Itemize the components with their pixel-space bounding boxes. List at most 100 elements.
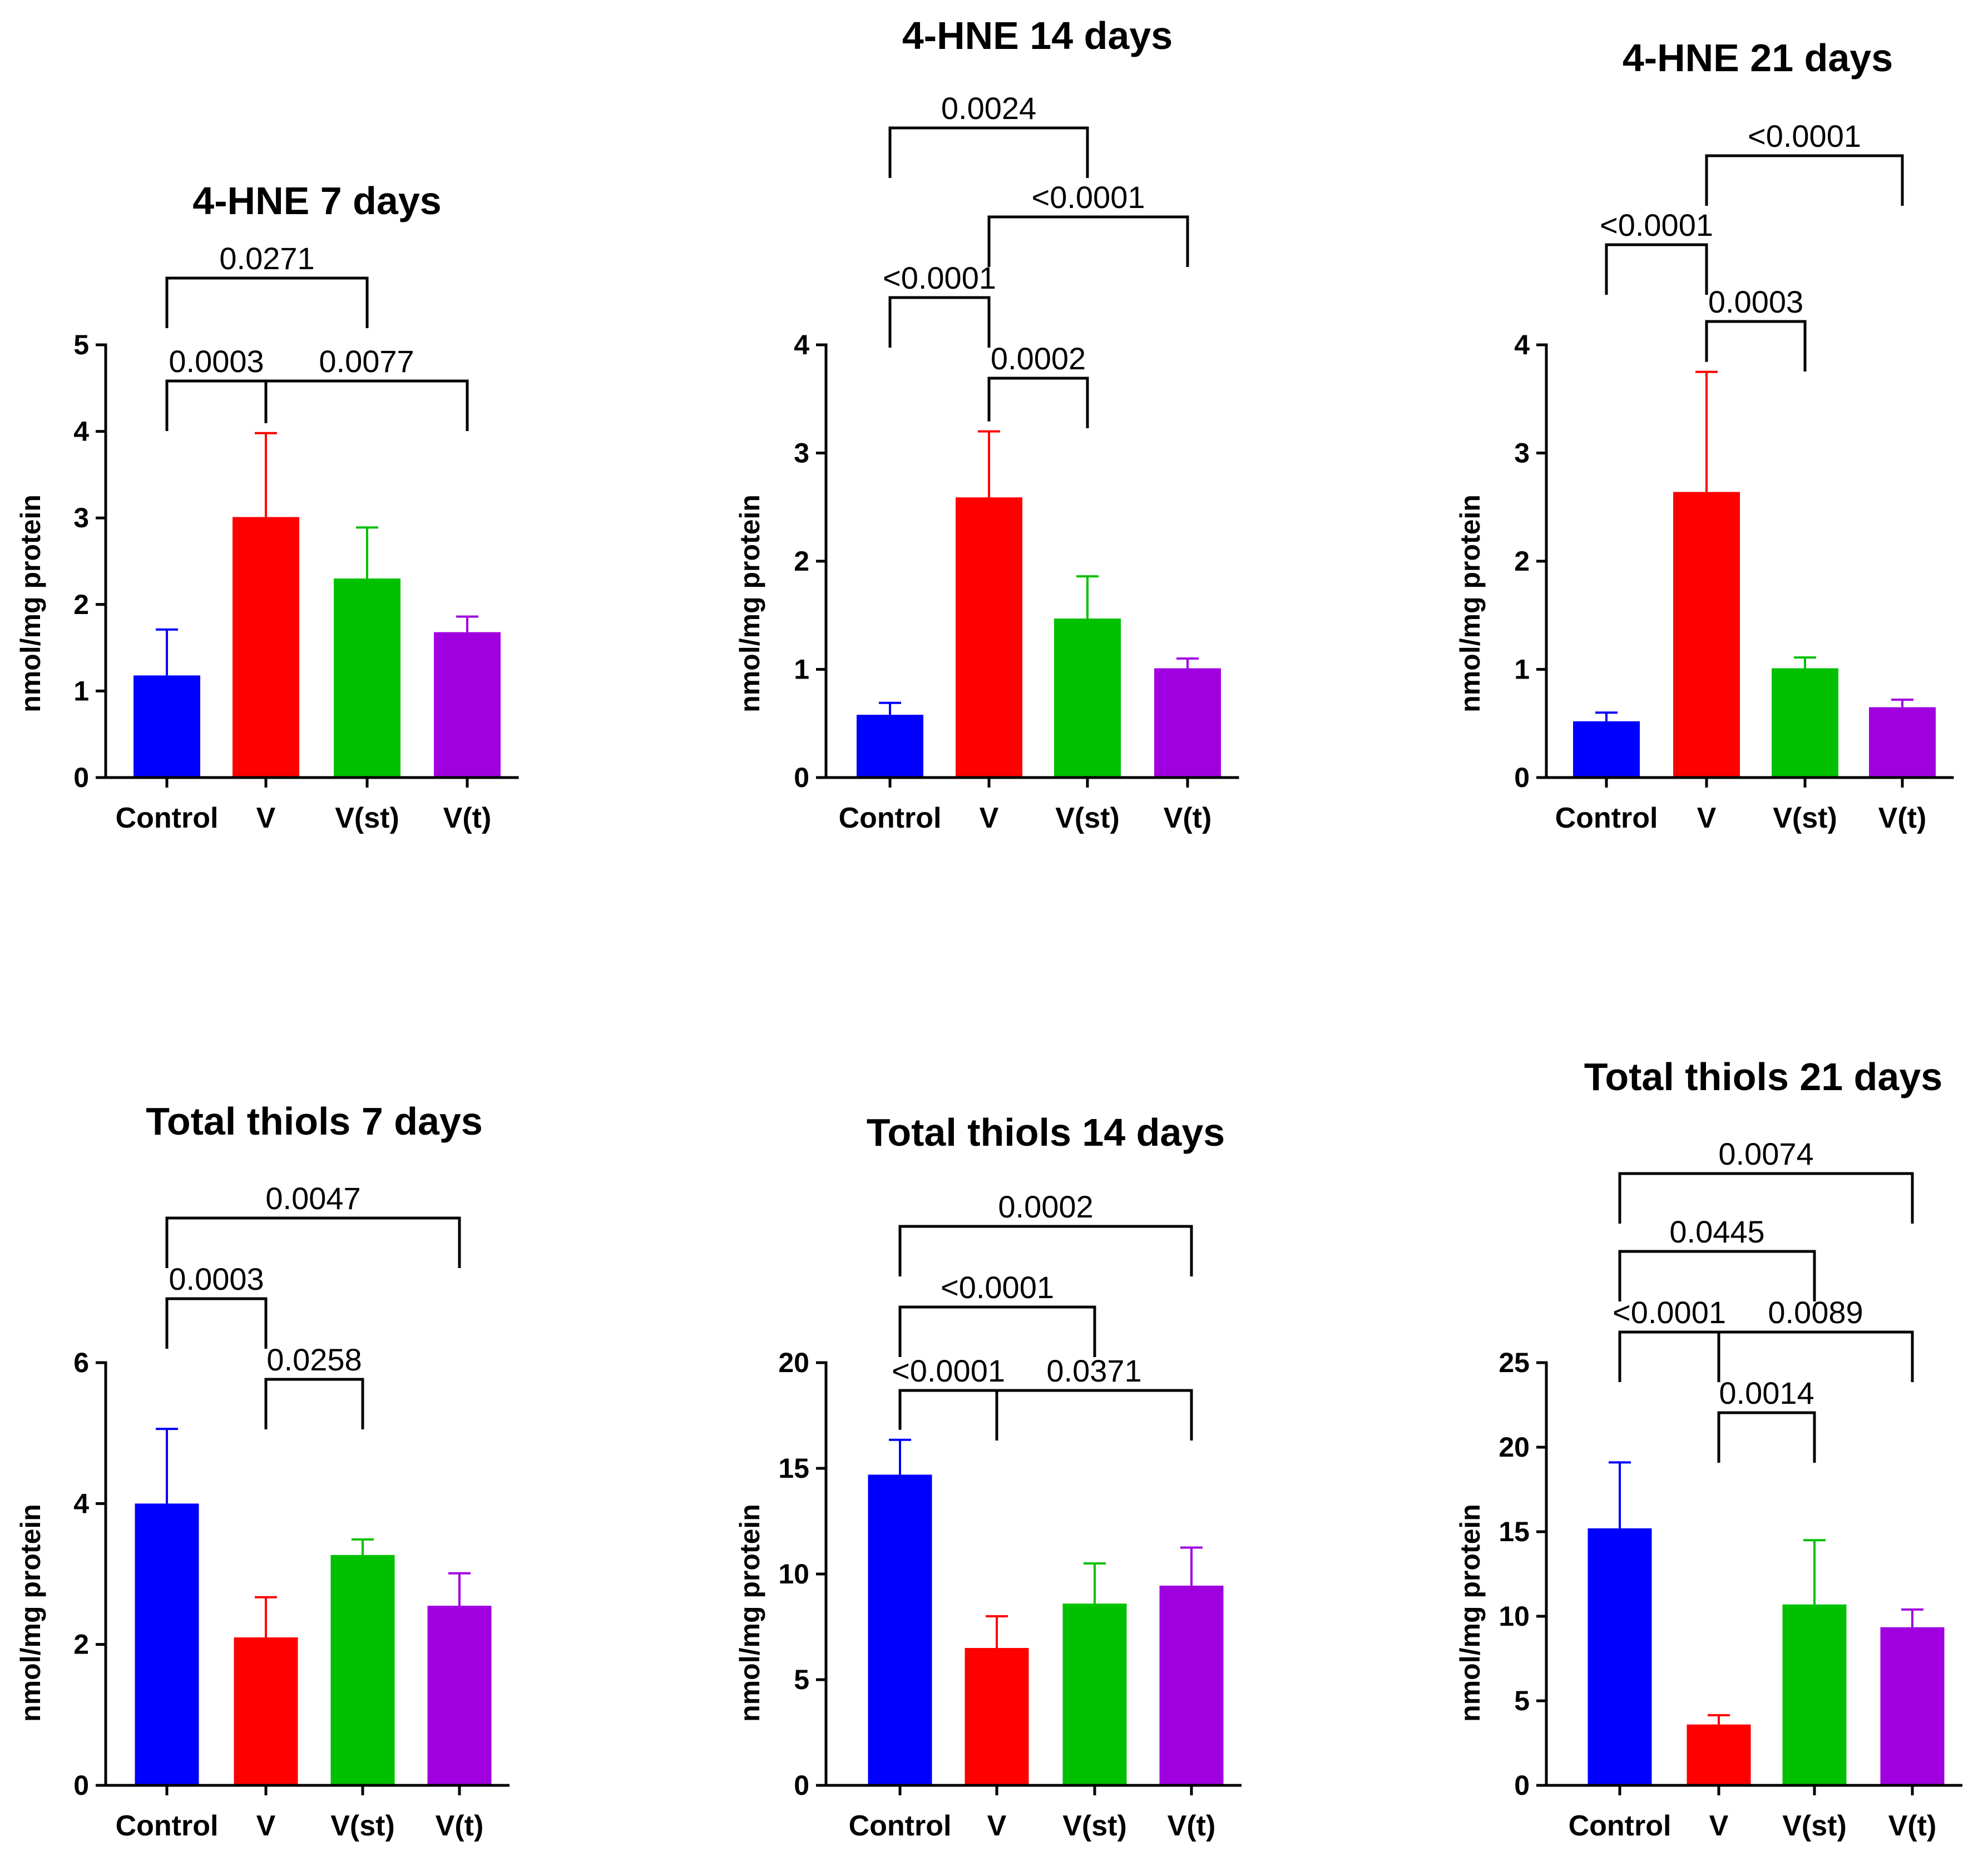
error-bar	[255, 1596, 277, 1637]
chart-panel-4hne-14-days: 4-HNE 14 days nmol/mg protein 0 1 2 3 4 Contr…	[734, 14, 1239, 834]
y-axis-label: nmol/mg protein	[1455, 494, 1486, 712]
chart-ticks: 0 1 2 3 4 Control V V(st) V(t)	[1514, 329, 1926, 834]
significance-bracket: <0.0001	[1600, 207, 1713, 295]
x-tick-label: Control	[116, 1810, 219, 1842]
x-tick-label: V	[980, 802, 999, 834]
bracket-line	[165, 1216, 461, 1268]
p-value-label: 0.0074	[1718, 1136, 1813, 1171]
x-tick-label: V	[987, 1810, 1007, 1842]
chart-title: 4-HNE 14 days	[902, 14, 1173, 57]
y-tick-label: 10	[778, 1558, 809, 1590]
significance-bracket: 0.0002	[898, 1189, 1193, 1276]
significance-bracket: <0.0001	[1613, 1295, 1726, 1382]
y-axis-label: nmol/mg protein	[734, 494, 765, 712]
y-tick-label: 3	[1514, 438, 1530, 469]
p-value-label: <0.0001	[1032, 180, 1145, 215]
error-bar	[1609, 1461, 1631, 1528]
y-tick-label: 4	[1514, 329, 1530, 360]
y-tick-label: 3	[73, 502, 89, 533]
y-tick-label: 4	[73, 416, 89, 447]
p-value-label: 0.0002	[991, 341, 1086, 376]
y-tick-label: 3	[794, 438, 809, 469]
bar-v	[233, 517, 299, 778]
chart-title: Total thiols 7 days	[146, 1100, 483, 1143]
chart-axes	[1545, 1361, 1962, 1787]
y-tick-label: 6	[73, 1347, 89, 1378]
bar-vst	[1054, 618, 1121, 778]
y-tick-label: 15	[1499, 1516, 1530, 1547]
x-tick-label: Control	[116, 802, 219, 834]
error-bar	[1695, 370, 1718, 492]
significance-brackets: 0.0074 0.0445 <0.0001 0.0089 0.0014	[1613, 1136, 1914, 1463]
x-tick-label: V	[1709, 1810, 1729, 1842]
x-tick-label: V(t)	[1168, 1810, 1216, 1842]
chart-ticks: 0 1 2 3 4 5 Control V V(st) V(t)	[73, 329, 491, 834]
bracket-line	[1618, 1330, 1720, 1382]
p-value-label: 0.0445	[1669, 1214, 1764, 1249]
significance-bracket: 0.0258	[264, 1342, 364, 1429]
error-bar	[879, 701, 901, 715]
error-bar	[255, 432, 277, 517]
y-tick-label: 5	[794, 1664, 809, 1695]
bracket-line	[264, 379, 469, 431]
significance-brackets: 0.0024 <0.0001 <0.0001 0.0002	[883, 91, 1189, 428]
significance-bracket: <0.0001	[987, 180, 1189, 267]
significance-bracket: 0.0003	[1705, 284, 1807, 372]
x-tick-label: V(t)	[1164, 802, 1212, 834]
error-bar	[448, 1572, 471, 1606]
x-tick-label: V(st)	[335, 802, 399, 834]
bracket-line	[1705, 154, 1904, 206]
error-bar	[456, 615, 478, 632]
x-tick-label: Control	[849, 1810, 952, 1842]
y-tick-label: 1	[1514, 654, 1530, 685]
y-tick-label: 0	[73, 762, 89, 793]
y-tick-label: 5	[1514, 1685, 1530, 1716]
chart-title: 4-HNE 7 days	[192, 179, 441, 222]
x-tick-label: V(st)	[330, 1810, 395, 1842]
y-tick-label: 1	[794, 654, 809, 685]
p-value-label: 0.0271	[219, 241, 314, 276]
chart-title: Total thiols 21 days	[1584, 1055, 1942, 1098]
error-bar	[1794, 656, 1816, 669]
y-tick-label: 0	[73, 1770, 89, 1801]
p-value-label: 0.0003	[1708, 284, 1803, 319]
y-tick-label: 2	[73, 589, 89, 620]
p-value-label: <0.0001	[1748, 118, 1861, 154]
x-tick-label: V(st)	[1055, 802, 1120, 834]
p-value-label: 0.0003	[169, 344, 264, 379]
bracket-line	[1717, 1330, 1914, 1382]
chart-ticks: 0 5 10 15 20 25 Control V V(st) V(t)	[1499, 1347, 1936, 1842]
chart-marks	[1573, 370, 1936, 778]
bar-vt	[1869, 707, 1936, 778]
significance-bracket: 0.0077	[264, 344, 469, 431]
p-value-label: 0.0258	[266, 1342, 362, 1377]
bar-v	[956, 497, 1022, 778]
x-tick-label: V	[1697, 802, 1717, 834]
bracket-line	[898, 1389, 998, 1441]
y-axis-label: nmol/mg protein	[15, 494, 46, 712]
error-bar	[1180, 1546, 1203, 1586]
bracket-line	[165, 379, 268, 431]
y-tick-label: 20	[1499, 1432, 1530, 1463]
error-bar	[889, 1438, 911, 1475]
bar-vt	[1880, 1627, 1945, 1785]
bracket-line	[1717, 1411, 1816, 1463]
significance-bracket: <0.0001	[883, 260, 996, 348]
chart-panel-thiols-21-days: Total thiols 21 days nmol/mg protein 0 5 1…	[1455, 1055, 1962, 1842]
p-value-label: 0.0024	[941, 91, 1036, 126]
bar-vst	[1062, 1603, 1127, 1785]
p-value-label: <0.0001	[941, 1270, 1054, 1305]
chart-panel-thiols-14-days: Total thiols 14 days nmol/mg protein 0 5 1…	[734, 1111, 1242, 1842]
chart-marks	[868, 1438, 1224, 1785]
p-value-label: 0.0089	[1768, 1295, 1863, 1330]
significance-bracket: 0.0271	[165, 241, 369, 328]
bar-v	[1673, 492, 1740, 778]
error-bar	[352, 1538, 374, 1555]
y-tick-label: 4	[794, 329, 809, 360]
x-tick-label: V(t)	[1888, 1810, 1937, 1842]
y-tick-label: 0	[794, 762, 809, 793]
chart-title: 4-HNE 21 days	[1623, 36, 1893, 80]
significance-bracket: <0.0001	[1705, 118, 1904, 206]
x-tick-label: V(st)	[1782, 1810, 1847, 1842]
x-tick-label: V	[256, 802, 276, 834]
